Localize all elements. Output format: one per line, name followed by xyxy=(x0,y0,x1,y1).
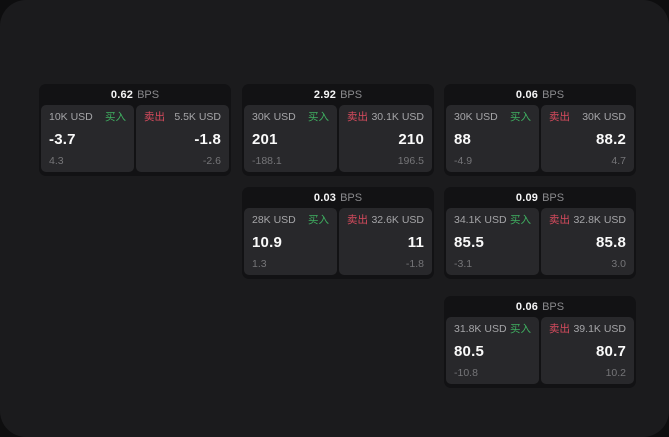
quote-panels: 34.1K USD 买入 85.5 -3.1 卖出 32.8K USD 85.8… xyxy=(444,208,636,277)
quote-panels: 10K USD 买入 -3.7 4.3 卖出 5.5K USD -1.8 -2.… xyxy=(39,105,231,174)
buy-notional: 10K USD xyxy=(49,111,93,123)
sell-side-label: 卖出 xyxy=(144,111,165,123)
buy-notional: 34.1K USD xyxy=(454,214,507,226)
buy-quote-panel[interactable]: 30K USD 买入 201 -188.1 xyxy=(244,105,337,172)
card-header: 0.09 BPS xyxy=(444,187,636,208)
sell-price: -1.8 xyxy=(194,130,221,148)
buy-side-label: 买入 xyxy=(308,214,329,226)
sell-price: 210 xyxy=(398,130,424,148)
buy-price: 85.5 xyxy=(454,233,484,251)
quote-card-4: 0.03 BPS 28K USD 买入 10.9 1.3 卖出 32.6K US… xyxy=(242,187,434,279)
sell-notional: 30K USD xyxy=(582,111,626,123)
quote-card-2: 2.92 BPS 30K USD 买入 201 -188.1 卖出 30.1K … xyxy=(242,84,434,176)
quote-card-6: 0.06 BPS 31.8K USD 买入 80.5 -10.8 卖出 39.1… xyxy=(444,296,636,388)
bps-value: 0.03 xyxy=(313,191,337,204)
sell-price: 85.8 xyxy=(596,233,626,251)
quote-panels: 31.8K USD 买入 80.5 -10.8 卖出 39.1K USD 80.… xyxy=(444,317,636,386)
sell-sub-value: -2.6 xyxy=(202,154,221,167)
sell-quote-panel[interactable]: 卖出 5.5K USD -1.8 -2.6 xyxy=(136,105,229,172)
card-header: 0.06 BPS xyxy=(444,296,636,317)
buy-side-label: 买入 xyxy=(308,111,329,123)
sell-sub-value: 4.7 xyxy=(611,154,626,167)
card-header: 0.62 BPS xyxy=(39,84,231,105)
card-header: 0.03 BPS xyxy=(242,187,434,208)
sell-price: 11 xyxy=(407,233,424,251)
sell-quote-panel[interactable]: 卖出 32.6K USD 11 -1.8 xyxy=(339,208,432,275)
buy-sub-value: 1.3 xyxy=(252,257,267,270)
sell-sub-value: 3.0 xyxy=(611,257,626,270)
buy-price: 10.9 xyxy=(252,233,282,251)
sell-sub-value: 196.5 xyxy=(397,154,424,167)
quote-card-3: 0.06 BPS 30K USD 买入 88 -4.9 卖出 30K USD 8… xyxy=(444,84,636,176)
bps-value: 0.06 xyxy=(515,300,539,313)
sell-side-label: 卖出 xyxy=(549,214,570,226)
buy-notional: 30K USD xyxy=(454,111,498,123)
sell-quote-panel[interactable]: 卖出 30.1K USD 210 196.5 xyxy=(339,105,432,172)
quote-card-1: 0.62 BPS 10K USD 买入 -3.7 4.3 卖出 5.5K USD… xyxy=(39,84,231,176)
buy-quote-panel[interactable]: 10K USD 买入 -3.7 4.3 xyxy=(41,105,134,172)
buy-notional: 28K USD xyxy=(252,214,296,226)
sell-notional: 32.6K USD xyxy=(371,214,424,226)
sell-sub-value: 10.2 xyxy=(605,366,626,379)
buy-notional: 31.8K USD xyxy=(454,323,507,335)
buy-quote-panel[interactable]: 34.1K USD 买入 85.5 -3.1 xyxy=(446,208,539,275)
bps-unit-label: BPS xyxy=(542,191,565,204)
bps-unit-label: BPS xyxy=(542,88,565,101)
sell-sub-value: -1.8 xyxy=(405,257,424,270)
bps-value: 2.92 xyxy=(313,88,337,101)
buy-price: 88 xyxy=(454,130,472,148)
quote-card-5: 0.09 BPS 34.1K USD 买入 85.5 -3.1 卖出 32.8K… xyxy=(444,187,636,279)
buy-price: 80.5 xyxy=(454,342,484,360)
buy-price: -3.7 xyxy=(49,130,76,148)
sell-notional: 30.1K USD xyxy=(371,111,424,123)
bps-unit-label: BPS xyxy=(340,88,363,101)
bps-unit-label: BPS xyxy=(137,88,160,101)
sell-price: 80.7 xyxy=(596,342,626,360)
sell-side-label: 卖出 xyxy=(347,111,368,123)
sell-quote-panel[interactable]: 卖出 30K USD 88.2 4.7 xyxy=(541,105,634,172)
sell-quote-panel[interactable]: 卖出 39.1K USD 80.7 10.2 xyxy=(541,317,634,384)
buy-sub-value: 4.3 xyxy=(49,154,64,167)
buy-sub-value: -188.1 xyxy=(252,154,282,167)
buy-quote-panel[interactable]: 30K USD 买入 88 -4.9 xyxy=(446,105,539,172)
bps-unit-label: BPS xyxy=(542,300,565,313)
quote-panels: 30K USD 买入 88 -4.9 卖出 30K USD 88.2 4.7 xyxy=(444,105,636,174)
buy-price: 201 xyxy=(252,130,278,148)
buy-side-label: 买入 xyxy=(510,323,531,335)
sell-price: 88.2 xyxy=(596,130,626,148)
bps-unit-label: BPS xyxy=(340,191,363,204)
sell-quote-panel[interactable]: 卖出 32.8K USD 85.8 3.0 xyxy=(541,208,634,275)
buy-sub-value: -10.8 xyxy=(454,366,478,379)
sell-side-label: 卖出 xyxy=(549,323,570,335)
buy-quote-panel[interactable]: 28K USD 买入 10.9 1.3 xyxy=(244,208,337,275)
buy-sub-value: -3.1 xyxy=(454,257,473,270)
quote-panels: 30K USD 买入 201 -188.1 卖出 30.1K USD 210 1… xyxy=(242,105,434,174)
sell-notional: 32.8K USD xyxy=(573,214,626,226)
card-header: 0.06 BPS xyxy=(444,84,636,105)
sell-notional: 5.5K USD xyxy=(174,111,221,123)
buy-side-label: 买入 xyxy=(105,111,126,123)
sell-notional: 39.1K USD xyxy=(573,323,626,335)
sell-side-label: 卖出 xyxy=(347,214,368,226)
buy-notional: 30K USD xyxy=(252,111,296,123)
bps-value: 0.06 xyxy=(515,88,539,101)
buy-side-label: 买入 xyxy=(510,111,531,123)
bps-value: 0.62 xyxy=(110,88,134,101)
buy-side-label: 买入 xyxy=(510,214,531,226)
sell-side-label: 卖出 xyxy=(549,111,570,123)
bps-value: 0.09 xyxy=(515,191,539,204)
quote-panels: 28K USD 买入 10.9 1.3 卖出 32.6K USD 11 -1.8 xyxy=(242,208,434,277)
card-header: 2.92 BPS xyxy=(242,84,434,105)
buy-quote-panel[interactable]: 31.8K USD 买入 80.5 -10.8 xyxy=(446,317,539,384)
buy-sub-value: -4.9 xyxy=(454,154,473,167)
